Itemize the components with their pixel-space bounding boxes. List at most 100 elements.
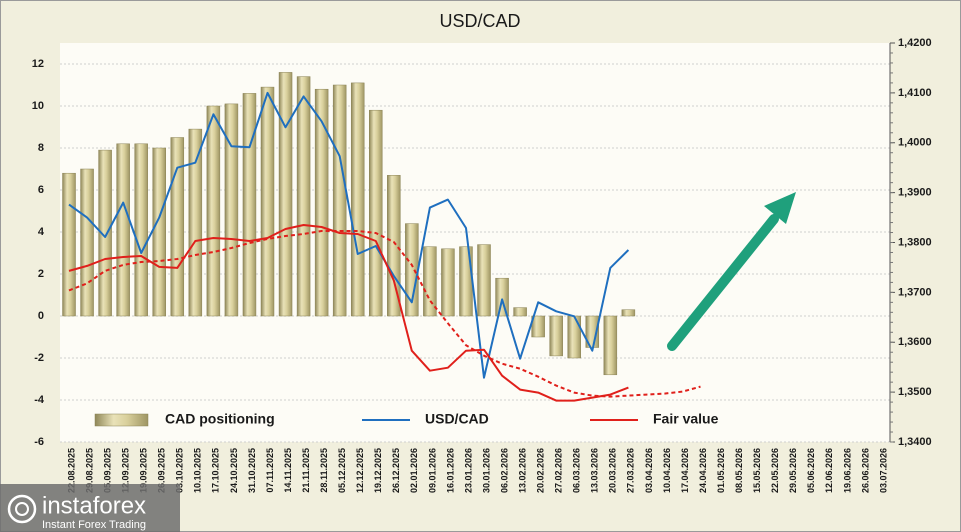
y2-tick-label: 1,3900 [898, 187, 932, 199]
bar [531, 315, 545, 338]
x-tick-label: 19.06.2026 [842, 448, 852, 493]
x-tick-label: 22.05.2026 [770, 448, 780, 493]
x-tick-label: 30.01.2026 [481, 448, 491, 493]
bar [170, 137, 185, 317]
y2-tick-label: 1,4200 [898, 37, 932, 49]
x-tick-label: 03.10.2025 [175, 448, 185, 493]
y2-tick-label: 1,3700 [898, 286, 932, 298]
x-tick-label: 26.12.2025 [391, 448, 401, 493]
bar [441, 248, 455, 317]
x-tick-label: 01.05.2026 [716, 448, 726, 493]
trend-arrow [667, 192, 796, 351]
x-tick-label: 13.03.2026 [590, 448, 600, 493]
bar [242, 93, 257, 317]
x-tick-label: 03.04.2026 [644, 448, 654, 493]
x-tick-label: 03.07.2026 [878, 448, 888, 493]
legend-label: CAD positioning [165, 411, 275, 427]
bar [152, 147, 166, 317]
x-tick-label: 26.06.2026 [860, 448, 870, 493]
bar [314, 88, 329, 317]
y2-tick-label: 1,3400 [898, 436, 932, 448]
x-tick-label: 02.01.2026 [409, 448, 419, 493]
x-tick-label: 21.11.2025 [301, 448, 311, 493]
x-tick-label: 27.03.2026 [626, 448, 636, 493]
bar [350, 82, 365, 317]
y-tick-label: -6 [34, 436, 44, 448]
y-tick-label: 4 [38, 226, 45, 238]
plot-area [60, 43, 890, 442]
bar [567, 315, 581, 359]
x-tick-label: 29.08.2025 [84, 448, 94, 493]
x-tick-label: 12.06.2026 [824, 448, 834, 493]
x-tick-label: 09.01.2026 [427, 448, 437, 493]
x-tick-label: 14.11.2025 [283, 448, 293, 493]
legend-label: USD/CAD [425, 411, 489, 427]
logo-brand: instaforex [42, 492, 146, 519]
line [68, 91, 630, 379]
logo: instaforex Instant Forex Trading [0, 484, 180, 532]
bar [603, 315, 618, 376]
bar [206, 105, 221, 317]
bar [278, 72, 293, 317]
bar [549, 315, 563, 357]
x-tick-label: 05.06.2026 [806, 448, 816, 493]
x-tick-label: 24.10.2025 [229, 448, 239, 493]
logo-tagline: Instant Forex Trading [42, 519, 146, 531]
x-tick-label: 08.05.2026 [734, 448, 744, 493]
bar [423, 246, 437, 317]
y-tick-label: -4 [34, 394, 45, 406]
y-tick-label: -2 [34, 352, 44, 364]
bar [495, 277, 509, 317]
legend-swatch [94, 413, 149, 427]
x-tick-label: 10.04.2026 [662, 448, 672, 493]
x-tick-label: 15.05.2026 [752, 448, 762, 493]
bar [513, 307, 527, 317]
bar [80, 168, 94, 317]
bar [134, 143, 148, 317]
bar [260, 86, 275, 317]
x-tick-label: 17.04.2026 [680, 448, 690, 493]
plot-layer: -6 -4 -2 0 2 4 6 8 10 12 1,3400 1,3500 1,3600 1,3700 1… [32, 37, 932, 493]
y2-tick-label: 1,3600 [898, 336, 932, 348]
y2-tick-label: 1,3500 [898, 386, 932, 398]
x-tick-label: 17.10.2025 [211, 448, 221, 493]
x-tick-label: 06.02.2026 [499, 448, 509, 493]
x-tick-label: 05.09.2025 [102, 448, 112, 493]
y-tick-label: 10 [32, 100, 44, 112]
bar [459, 246, 473, 317]
y2-tick-label: 1,4100 [898, 87, 932, 99]
x-tick-label: 24.04.2026 [698, 448, 708, 493]
line [68, 224, 629, 402]
y2-tick-label: 1,3800 [898, 236, 932, 248]
y-tick-label: 12 [32, 58, 44, 70]
bar [296, 76, 311, 317]
x-tick-label: 19.12.2025 [373, 448, 383, 493]
y-tick-label: 0 [38, 310, 44, 322]
bar [188, 128, 203, 317]
x-tick-label: 06.03.2026 [572, 448, 582, 493]
x-tick-label: 20.02.2026 [536, 448, 546, 493]
bar [477, 244, 491, 317]
y2-tick-label: 1,4000 [898, 137, 932, 149]
bar [98, 149, 112, 317]
trend-line [68, 230, 701, 398]
x-tick-label: 16.01.2026 [445, 448, 455, 493]
x-tick-label: 31.10.2025 [247, 448, 257, 493]
x-tick-label: 26.09.2025 [157, 448, 167, 493]
bar [369, 109, 383, 317]
x-tick-label: 19.09.2025 [139, 448, 149, 493]
x-tick-label: 22.08.2025 [66, 448, 76, 493]
bar [116, 143, 130, 317]
x-tick-label: 27.02.2026 [554, 448, 564, 493]
x-tick-label: 13.02.2026 [517, 448, 527, 493]
x-tick-label: 05.12.2025 [337, 448, 347, 493]
legend-label: Fair value [653, 411, 719, 427]
x-tick-label: 20.03.2026 [608, 448, 618, 493]
y-tick-label: 8 [38, 142, 44, 154]
bar [621, 309, 636, 317]
x-tick-label: 12.12.2025 [355, 448, 365, 493]
x-tick-label: 23.01.2026 [463, 448, 473, 493]
y-tick-label: 6 [38, 184, 44, 196]
y-tick-label: 2 [38, 268, 44, 280]
